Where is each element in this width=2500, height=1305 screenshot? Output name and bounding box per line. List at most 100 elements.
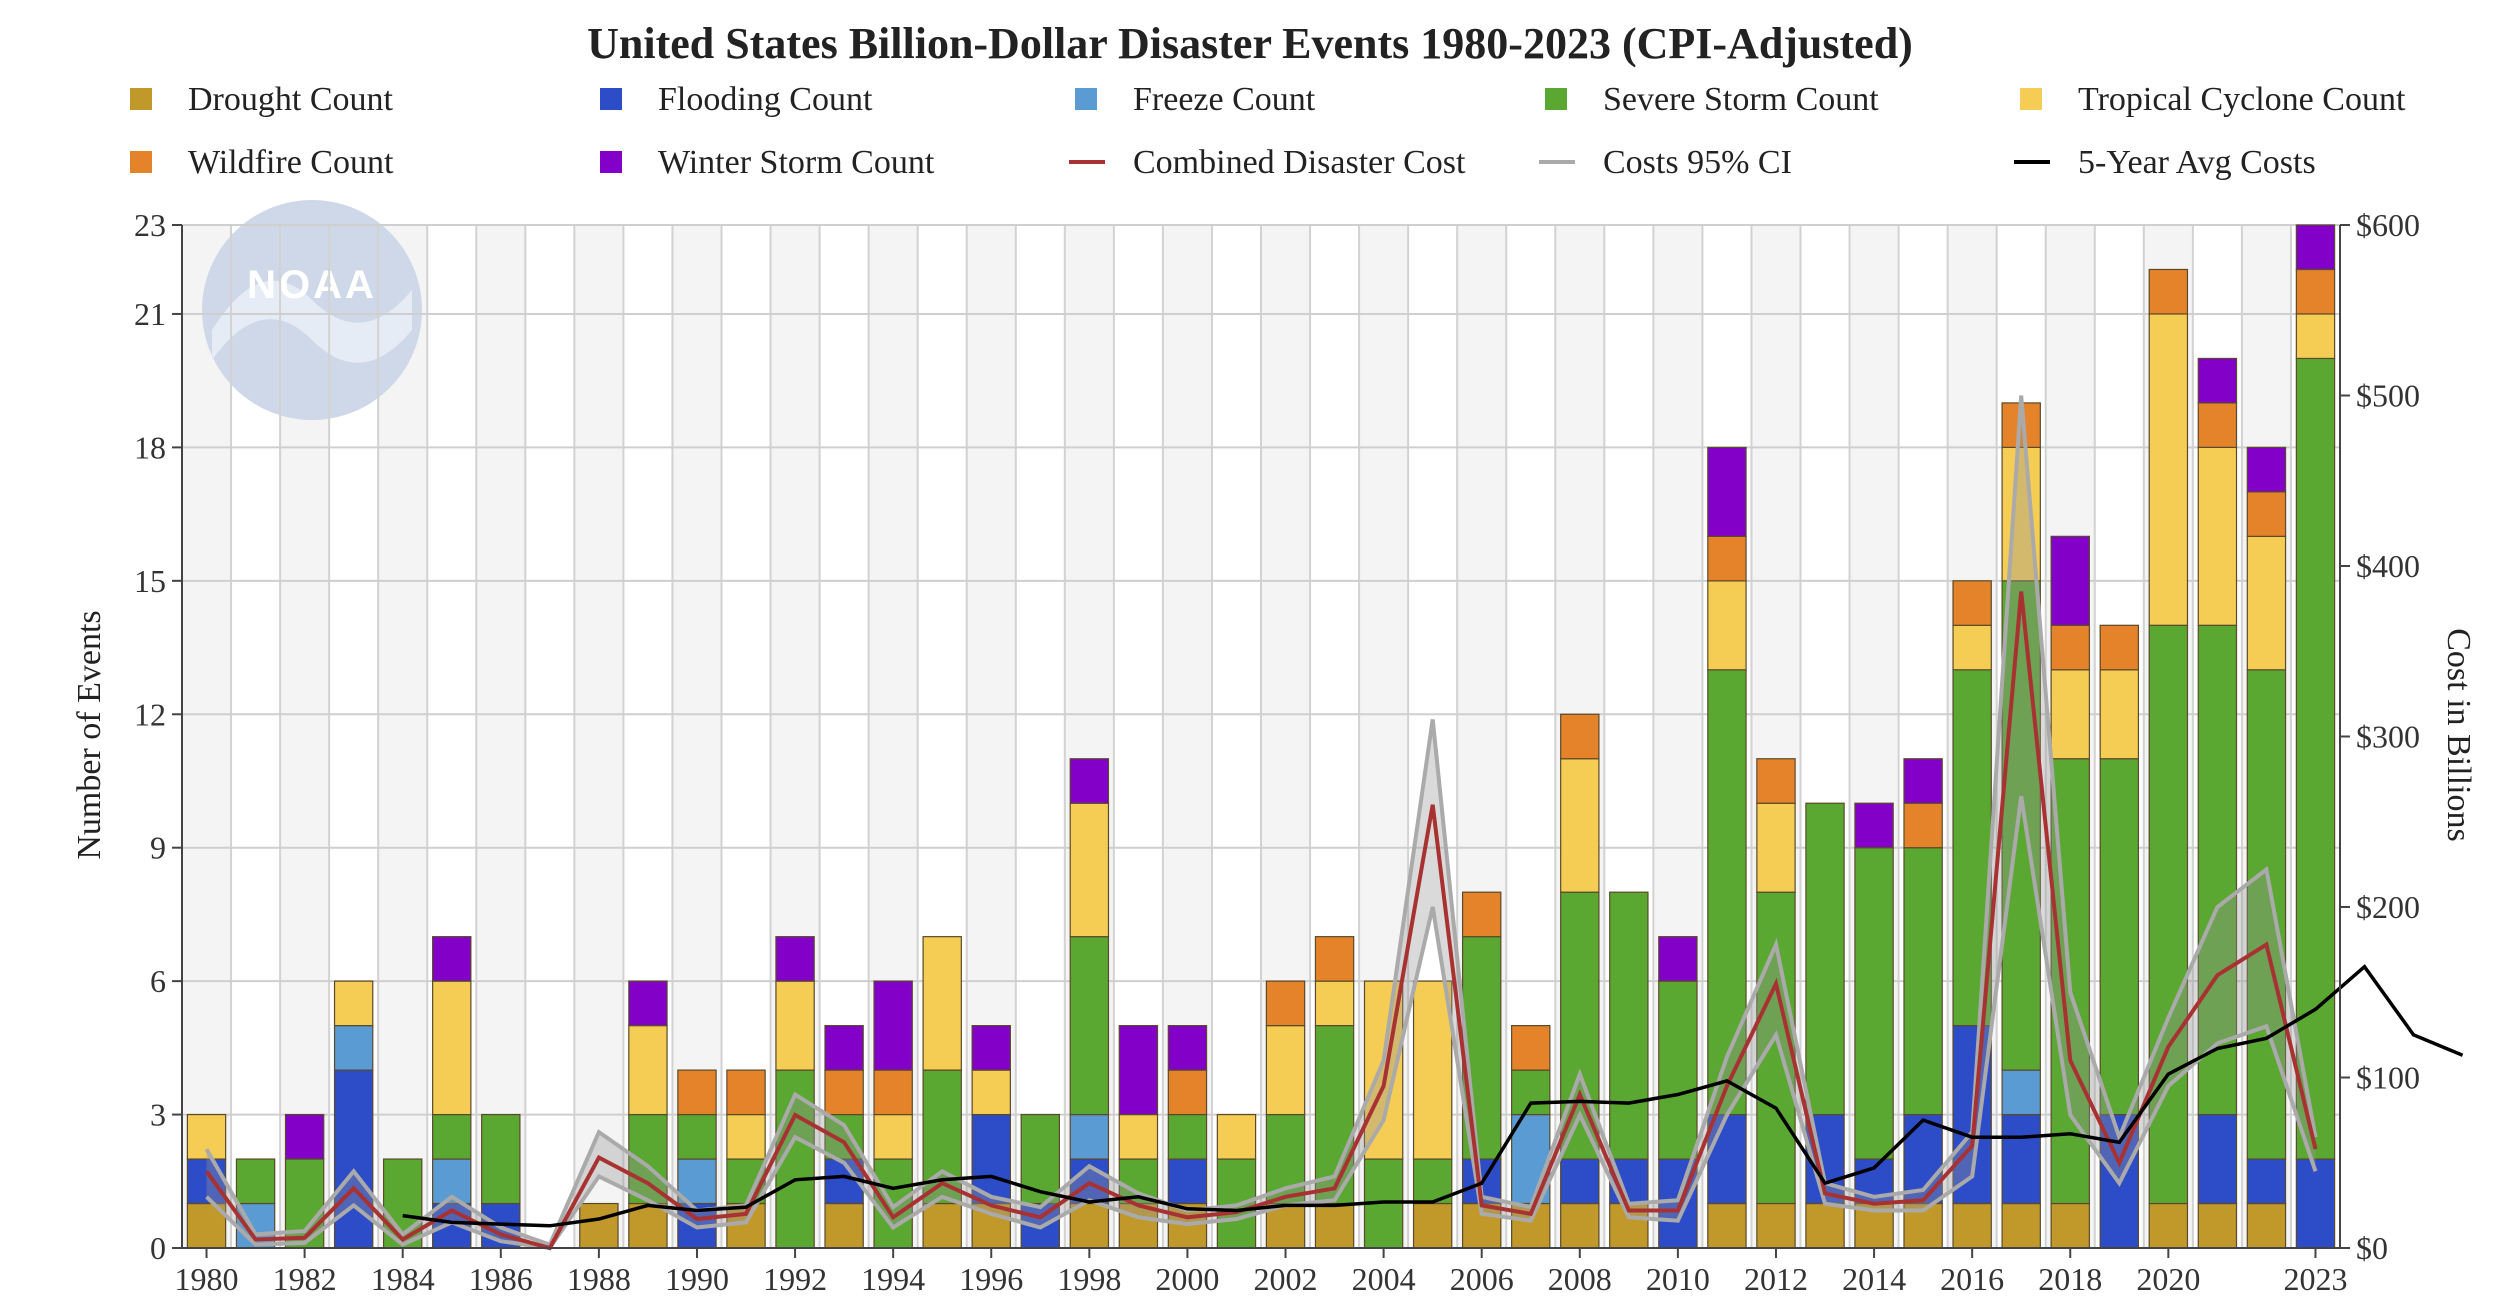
bar-1995-tropical-cyclone-count	[922, 936, 962, 1071]
bar-2007-severe-storm-count	[1511, 1069, 1551, 1116]
bar-1990-freeze-count	[677, 1158, 717, 1205]
legend-label-wildfire-count: Wildfire Count	[188, 144, 394, 181]
bar-1982-winter-storm-count	[284, 1113, 325, 1160]
x-tick-label-1992: 1992	[763, 1261, 827, 1297]
bar-2018-winter-storm-count	[2050, 535, 2090, 626]
y2-tick-label-3: $300	[2356, 719, 2420, 755]
five-year-avg-costs-line	[402, 964, 2464, 1228]
bar-2000-wildfire-count	[1167, 1069, 1208, 1116]
bar-1990-severe-storm-count	[677, 1113, 717, 1160]
bar-1986-severe-storm-count	[481, 1113, 521, 1205]
bar-2022-winter-storm-count	[2246, 446, 2287, 493]
bar-2016-drought-count	[1952, 1202, 1992, 1249]
y-tick-label-12: 12	[134, 696, 166, 732]
bar-1998-freeze-count	[1069, 1113, 1110, 1160]
bar-1996-winter-storm-count	[971, 1025, 1011, 1071]
x-tick-label-2004: 2004	[1352, 1261, 1416, 1297]
bar-2017-drought-count	[2001, 1202, 2041, 1249]
bar-2016-tropical-cyclone-count	[1952, 624, 1992, 671]
bar-1994-wildfire-count	[873, 1069, 913, 1116]
bar-2018-wildfire-count	[2050, 624, 2090, 671]
legend-label-costs-95-ci: Costs 95% CI	[1603, 144, 1792, 181]
bar-1985-winter-storm-count	[432, 936, 472, 982]
bar-2000-severe-storm-count	[1167, 1113, 1208, 1160]
cost-lines	[204, 395, 2464, 1251]
bar-1993-wildfire-count	[824, 1069, 864, 1116]
bar-2017-freeze-count	[2001, 1069, 2041, 1116]
bar-2008-flooding-count	[1560, 1158, 1600, 1205]
bar-2006-wildfire-count	[1461, 891, 1502, 938]
bar-2012-wildfire-count	[1756, 758, 1796, 804]
column-band-1986	[476, 225, 526, 1248]
legend-swatch-flooding-count	[600, 88, 622, 110]
bar-1980-flooding-count	[186, 1158, 227, 1205]
legend-swatch-freeze-count	[1075, 88, 1097, 110]
bar-2000-winter-storm-count	[1167, 1025, 1208, 1071]
bar-1989-tropical-cyclone-count	[628, 1025, 668, 1116]
x-tick-label-2006: 2006	[1450, 1261, 1514, 1297]
bar-1992-winter-storm-count	[775, 936, 815, 982]
legend-label-tropical-cyclone-count: Tropical Cyclone Count	[2078, 81, 2406, 118]
y2-axis-title: Cost in Billions	[2440, 628, 2477, 842]
bar-2019-wildfire-count	[2099, 624, 2140, 671]
bar-2018-tropical-cyclone-count	[2050, 669, 2090, 760]
bar-1983-flooding-count	[333, 1069, 374, 1249]
bar-1992-tropical-cyclone-count	[775, 980, 815, 1071]
bar-2021-flooding-count	[2197, 1113, 2238, 1205]
bar-1995-drought-count	[922, 1202, 962, 1249]
bar-2022-wildfire-count	[2246, 491, 2287, 537]
column-band-1980	[182, 225, 232, 1248]
bar-2012-tropical-cyclone-count	[1756, 802, 1796, 893]
bar-2017-flooding-count	[2001, 1113, 2041, 1205]
bar-2005-drought-count	[1412, 1202, 1453, 1249]
x-tick-label-1988: 1988	[567, 1261, 631, 1297]
bar-2019-severe-storm-count	[2099, 758, 2140, 1116]
bar-2023-flooding-count	[2295, 1158, 2336, 1249]
bar-2012-drought-count	[1756, 1202, 1796, 1249]
bar-2022-severe-storm-count	[2246, 669, 2287, 1160]
bar-1983-freeze-count	[333, 1025, 374, 1071]
bar-1981-severe-storm-count	[235, 1158, 276, 1205]
bar-2014-severe-storm-count	[1854, 847, 1894, 1160]
bar-2011-severe-storm-count	[1707, 669, 1747, 1116]
bar-1985-tropical-cyclone-count	[432, 980, 472, 1116]
bar-1989-winter-storm-count	[628, 980, 668, 1027]
bar-2023-winter-storm-count	[2295, 224, 2336, 271]
bar-2017-severe-storm-count	[2001, 580, 2041, 1071]
legend-swatch-winter-storm-count	[600, 151, 622, 173]
bar-2008-drought-count	[1560, 1202, 1600, 1249]
y2-tick-label-6: $600	[2356, 207, 2420, 243]
legend-label-5-year-avg-costs: 5-Year Avg Costs	[2078, 144, 2316, 181]
bar-2001-tropical-cyclone-count	[1216, 1113, 1257, 1160]
bar-2023-severe-storm-count	[2295, 357, 2336, 1160]
bar-1988-drought-count	[579, 1202, 619, 1249]
x-tick-label-1982: 1982	[273, 1261, 337, 1297]
bar-1997-severe-storm-count	[1020, 1113, 1061, 1205]
bars	[186, 224, 2336, 1249]
bar-2013-severe-storm-count	[1805, 802, 1845, 1116]
bar-2023-tropical-cyclone-count	[2295, 313, 2336, 360]
bar-2011-wildfire-count	[1707, 535, 1747, 582]
bar-2015-severe-storm-count	[1903, 847, 1943, 1116]
bar-2003-wildfire-count	[1314, 936, 1355, 982]
bar-2000-flooding-count	[1167, 1158, 1208, 1205]
bar-2022-tropical-cyclone-count	[2246, 535, 2287, 671]
legend-label-severe-storm-count: Severe Storm Count	[1603, 81, 1879, 118]
bar-2011-drought-count	[1707, 1202, 1747, 1249]
x-tick-label-1998: 1998	[1057, 1261, 1121, 1297]
bar-2015-winter-storm-count	[1903, 758, 1943, 804]
bar-2016-wildfire-count	[1952, 580, 1992, 626]
y2-tick-label-4: $400	[2356, 548, 2420, 584]
bar-2008-severe-storm-count	[1560, 891, 1600, 1160]
column-band-1988	[574, 225, 624, 1248]
legend: Drought Count Flooding Count Freeze Count S…	[130, 81, 2406, 181]
x-tick-label-2014: 2014	[1842, 1261, 1906, 1297]
bar-2009-severe-storm-count	[1609, 891, 1649, 1160]
x-tick-label-2010: 2010	[1646, 1261, 1710, 1297]
bar-2022-drought-count	[2246, 1202, 2287, 1249]
bar-2018-drought-count	[2050, 1202, 2090, 1249]
x-tick-label-1980: 1980	[175, 1261, 239, 1297]
bar-1985-severe-storm-count	[432, 1113, 472, 1160]
noaa-logo-text: NOAA	[247, 263, 377, 307]
x-tick-label-2023: 2023	[2283, 1261, 2347, 1297]
